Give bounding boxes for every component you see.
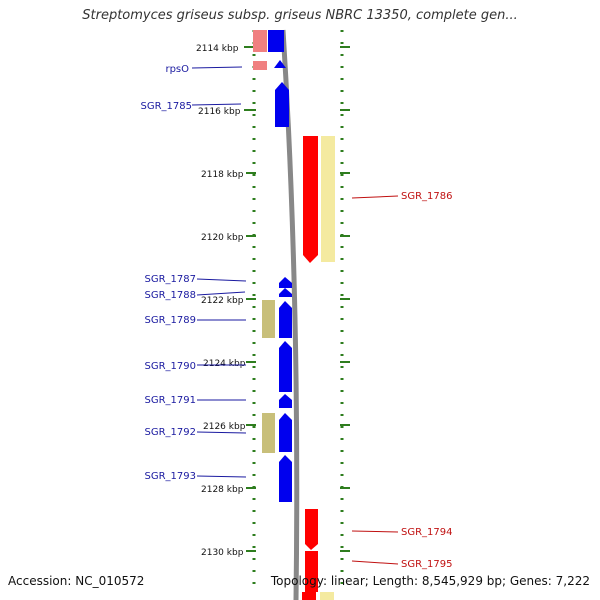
gene-SGR_1791[interactable] — [279, 394, 292, 408]
gene-rpsO[interactable] — [274, 60, 286, 68]
scale-label: 2130 kbp — [201, 548, 244, 558]
gene-SGR_1790[interactable] — [279, 341, 292, 392]
map-title: Streptomyces griseus subsp. griseus NBRC… — [82, 8, 518, 23]
cds-feature[interactable] — [262, 413, 275, 453]
scale-label: 2124 kbp — [203, 359, 246, 369]
cds-feature[interactable] — [320, 592, 334, 600]
right-gene-leaders — [351, 195, 399, 565]
gene-SGR_1794[interactable] — [305, 509, 318, 550]
gene-label-SGR_1792[interactable]: SGR_1792 — [145, 427, 197, 438]
gene-label-SGR_1790[interactable]: SGR_1790 — [145, 361, 197, 372]
gene-label-SGR_1791[interactable]: SGR_1791 — [145, 395, 197, 406]
gene-label-SGR_1785[interactable]: SGR_1785 — [141, 101, 193, 112]
accession-text: Accession: NC_010572 — [8, 574, 145, 588]
gene-SGR_1792[interactable] — [279, 413, 292, 452]
scale-label: 2114 kbp — [196, 44, 239, 54]
gene-feature[interactable] — [268, 30, 284, 52]
gene-SGR_1787[interactable] — [279, 277, 292, 288]
cds-feature[interactable] — [321, 136, 335, 262]
gene-label-SGR_1786[interactable]: SGR_1786 — [401, 191, 453, 202]
cds-feature[interactable] — [253, 61, 267, 70]
gene-label-SGR_1787[interactable]: SGR_1787 — [145, 274, 197, 285]
gene-label-SGR_1794[interactable]: SGR_1794 — [401, 527, 453, 538]
scale-label: 2118 kbp — [201, 170, 244, 180]
scale-ticks — [244, 46, 350, 552]
gene-SGR_1795[interactable] — [305, 551, 318, 592]
scale-label: 2116 kbp — [198, 107, 241, 117]
gene-SGR_1786[interactable] — [303, 136, 318, 263]
gene-SGR_1785[interactable] — [275, 82, 289, 127]
scale-label: 2122 kbp — [201, 296, 244, 306]
gene-label-SGR_1795[interactable]: SGR_1795 — [401, 559, 453, 570]
gene-SGR_1793[interactable] — [279, 455, 292, 502]
left-gene-leaders — [191, 66, 247, 478]
cds-feature[interactable] — [253, 30, 267, 52]
gene-label-SGR_1793[interactable]: SGR_1793 — [145, 471, 197, 482]
topology-summary: Topology: linear; Length: 8,545,929 bp; … — [270, 574, 590, 588]
scale-label: 2120 kbp — [201, 233, 244, 243]
scale-label: 2128 kbp — [201, 485, 244, 495]
gene-SGR_1788[interactable] — [279, 288, 292, 297]
scale-label: 2126 kbp — [203, 422, 246, 432]
gene-SGR_1789[interactable] — [279, 301, 292, 338]
gene-label-SGR_1789[interactable]: SGR_1789 — [145, 315, 197, 326]
gene-feature[interactable] — [302, 592, 316, 600]
gene-label-rpsO[interactable]: rpsO — [165, 64, 189, 75]
cds-feature[interactable] — [262, 300, 275, 338]
gene-label-SGR_1788[interactable]: SGR_1788 — [145, 290, 197, 301]
